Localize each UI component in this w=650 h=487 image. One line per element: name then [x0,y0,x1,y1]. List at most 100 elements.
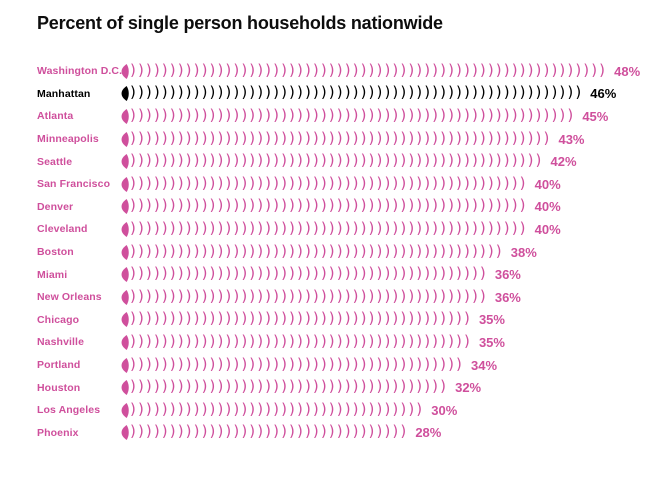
bar-glyphs: ))))))))))))))))))))))))))))))))))))))))… [130,151,544,170]
bar-start-icon [121,221,129,237]
chart-row: Manhattan)))))))))))))))))))))))))))))))… [0,83,650,106]
bar-start-icon [121,154,129,170]
bar-start-icon [121,380,129,396]
value-label: 36% [494,267,521,283]
chart-row: Minneapolis)))))))))))))))))))))))))))))… [0,128,650,151]
bar: ))))))))))))))))))))))))))))))))))))))))… [121,309,472,328]
bar-glyphs: ))))))))))))))))))))))))))))))))))))))))… [130,196,528,215]
chart-row: Phoenix)))))))))))))))))))))))))))))))))… [0,422,650,445]
bar-start-icon [121,267,129,283]
city-label: Seattle [37,155,73,168]
bar-start-icon [121,357,129,373]
bar-start-icon [121,131,129,147]
bar-start-icon [121,108,129,124]
value-label: 34% [471,357,498,373]
chart-row: San Francisco)))))))))))))))))))))))))))… [0,173,650,196]
bar: ))))))))))))))))))))))))))))))))))))))))… [121,264,488,283]
chart-row: Miami)))))))))))))))))))))))))))))))))))… [0,263,650,286]
bar: ))))))))))))))))))))))))))))))))))))))))… [121,105,576,124]
city-label: Minneapolis [37,133,99,146]
value-label: 40% [534,221,561,237]
chart-row: Chicago)))))))))))))))))))))))))))))))))… [0,309,650,332]
bar-start-icon [121,425,129,441]
value-label: 48% [614,63,641,79]
city-label: Denver [37,200,74,213]
chart-row: Portland))))))))))))))))))))))))))))))))… [0,354,650,377]
bar-glyphs: ))))))))))))))))))))))))))))))))))))))))… [130,354,464,373]
bar: ))))))))))))))))))))))))))))))))))))))))… [121,354,464,373]
city-label: Atlanta [37,110,74,123]
bar-start-icon [121,312,129,328]
value-label: 30% [431,402,458,418]
chart-row: Atlanta)))))))))))))))))))))))))))))))))… [0,105,650,128]
value-label: 28% [415,425,442,441]
bar-glyphs: ))))))))))))))))))))))))))))))))))))))))… [130,105,576,124]
city-label: Manhattan [37,87,91,100]
bar-glyphs: ))))))))))))))))))))))))))))))))))))))))… [130,264,488,283]
city-label: Chicago [37,313,80,326]
bar-glyphs: )))))))))))))))))))))))))))))))))))))))) [130,377,449,396]
value-label: 35% [478,312,505,328]
bar-start-icon [121,402,129,418]
city-label: Washington D.C. [37,65,123,78]
bar-start-icon [121,289,129,305]
value-label: 46% [590,86,617,102]
bar-glyphs: ))))))))))))))))))))))))))))))))))))))))… [130,241,504,260]
chart-rows: Washington D.C.)))))))))))))))))))))))))… [0,60,650,444]
bar: ))))))))))))))))))))))))))))))))))))))))… [121,173,528,192]
bar: ))))))))))))))))))))))))))))))))))))))))… [121,151,544,170]
bar-start-icon [121,244,129,260]
bar-glyphs: ))))))))))))))))))))))))))))))))))))) [130,399,425,418]
value-label: 40% [534,199,561,215]
bar-start-icon [121,63,129,79]
bar: ))))))))))))))))))))))))))))))))))))))))… [121,331,472,350]
bar-glyphs: ))))))))))))))))))))))))))))))))))))))))… [130,128,552,147]
bar: ))))))))))))))))))))))))))))))))))))))))… [121,241,504,260]
bar: ))))))))))))))))))))))))))))))))))))) [121,399,425,418]
bar-glyphs: ))))))))))))))))))))))))))))))))))))))))… [130,83,584,102]
bar-glyphs: ))))))))))))))))))))))))))))))))))))))))… [130,218,528,237]
chart-row: Houston)))))))))))))))))))))))))))))))))… [0,376,650,399]
city-label: San Francisco [37,178,111,191]
bar: ))))))))))))))))))))))))))))))))))))))))… [121,128,552,147]
bar-start-icon [121,86,129,102]
bar: ))))))))))))))))))))))))))))))))))))))))… [121,83,584,102]
value-label: 40% [534,176,561,192]
bar: )))))))))))))))))))))))))))))))))))))))) [121,377,449,396]
city-label: Boston [37,246,74,259]
chart-title: Percent of single person households nati… [37,13,443,33]
chart-row: Seattle)))))))))))))))))))))))))))))))))… [0,150,650,173]
bar-glyphs: ))))))))))))))))))))))))))))))))))))))))… [130,331,472,350]
city-label: Houston [37,381,81,394]
city-label: New Orleans [37,291,102,304]
bar-glyphs: ))))))))))))))))))))))))))))))))))))))))… [130,60,608,79]
chart-row: Boston))))))))))))))))))))))))))))))))))… [0,241,650,264]
chart-row: New Orleans)))))))))))))))))))))))))))))… [0,286,650,309]
value-label: 45% [582,108,609,124]
bar: ))))))))))))))))))))))))))))))))))))))))… [121,196,528,215]
chart-row: Washington D.C.)))))))))))))))))))))))))… [0,60,650,83]
bar-start-icon [121,176,129,192]
chart-row: Cleveland)))))))))))))))))))))))))))))))… [0,218,650,241]
bar: ))))))))))))))))))))))))))))))))))))))))… [121,218,528,237]
bar: ))))))))))))))))))))))))))))))))))) [121,424,408,441]
city-label: Cleveland [37,223,88,236]
bar-start-icon [121,334,129,350]
city-label: Nashville [37,336,85,349]
bar-glyphs: ))))))))))))))))))))))))))))))))))))))))… [130,286,488,305]
city-label: Los Angeles [37,404,101,417]
bar-start-icon [121,199,129,215]
chart-row: Los Angeles)))))))))))))))))))))))))))))… [0,399,650,422]
bar-glyphs: ))))))))))))))))))))))))))))))))))))))))… [130,309,472,328]
value-label: 35% [478,334,505,350]
bar: ))))))))))))))))))))))))))))))))))))))))… [121,60,608,79]
city-label: Miami [37,268,68,281]
value-label: 42% [550,154,577,170]
value-label: 32% [455,380,482,396]
city-label: Portland [37,359,81,372]
bar-glyphs: ))))))))))))))))))))))))))))))))))))))))… [130,173,528,192]
bar: ))))))))))))))))))))))))))))))))))))))))… [121,286,488,305]
value-label: 36% [494,289,521,305]
value-label: 43% [558,131,585,147]
